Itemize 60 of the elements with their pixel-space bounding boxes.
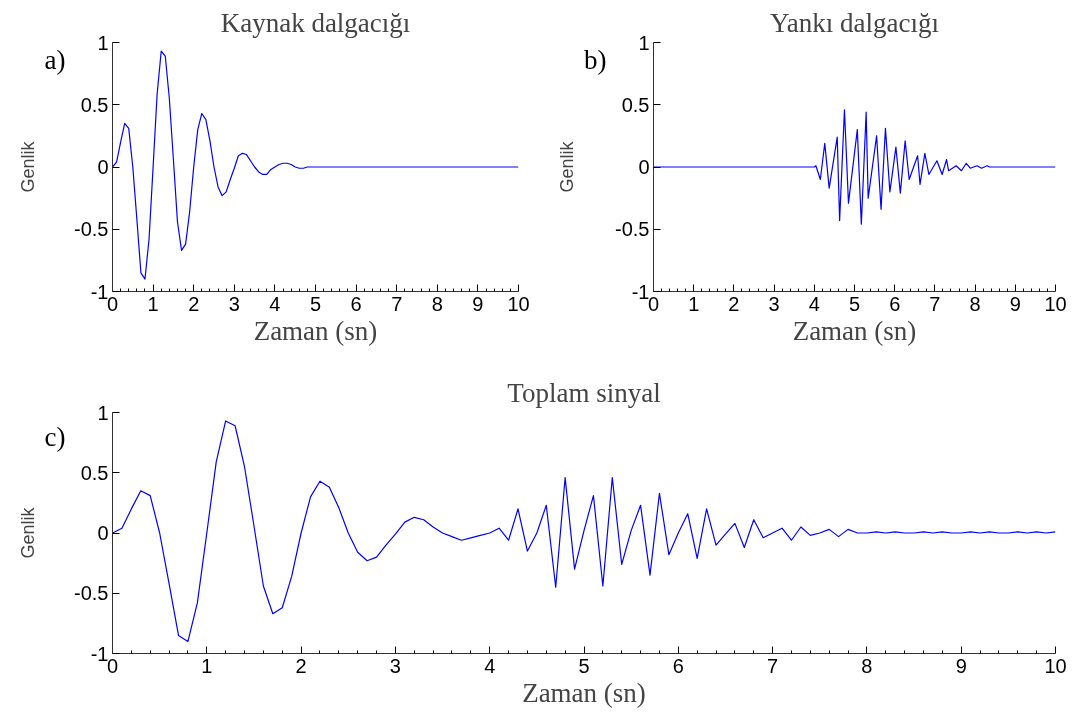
x-tick-label: 4: [269, 292, 281, 315]
chart-title: Kaynak dalgacığı: [220, 7, 411, 38]
x-tick-label: 4: [808, 292, 820, 315]
y-axis-title: Genlik: [557, 140, 578, 193]
x-tick-label: 7: [929, 292, 941, 315]
y-tick-label: -0.5: [74, 218, 109, 241]
chart-title: Yankı dalgacığı: [770, 7, 940, 38]
y-tick-label: 0: [638, 156, 650, 178]
line-series: [112, 420, 1056, 643]
x-tick-label: 2: [295, 654, 307, 677]
line-series: [653, 109, 1056, 225]
x-tick-label: 8: [969, 292, 981, 315]
y-tick-label: -0.5: [74, 582, 109, 605]
x-tick-label: 8: [431, 292, 443, 315]
y-axis-title: Genlik: [17, 140, 38, 193]
x-tick-label: 2: [188, 292, 200, 315]
y-tick-label: 1: [97, 401, 109, 424]
x-tick-label: 9: [472, 292, 484, 315]
x-tick-label: 9: [1009, 292, 1021, 315]
x-tick-label: 1: [688, 292, 700, 315]
x-tick-label: 10: [1044, 654, 1067, 677]
line-series: [112, 50, 519, 280]
y-tick-label: 0: [97, 156, 109, 178]
x-tick-label: 4: [484, 654, 496, 677]
y-tick-label: 0.5: [80, 461, 109, 484]
text: b): [584, 44, 607, 75]
y-tick-label: 1: [638, 31, 650, 54]
x-tick-label: 10: [507, 292, 530, 315]
x-tick-label: 5: [848, 292, 861, 315]
y-tick-label: 1: [97, 31, 109, 54]
x-tick-label: 6: [672, 654, 684, 677]
x-tick-label: 2: [728, 292, 740, 315]
x-axis-title: Zaman (sn): [792, 315, 917, 346]
x-tick-label: 5: [309, 292, 322, 315]
x-axis-title: Zaman (sn): [522, 677, 646, 708]
x-tick-label: 3: [389, 654, 401, 677]
y-tick-label: -0.5: [615, 218, 650, 241]
x-tick-label: 3: [228, 292, 240, 315]
y-axis-title: Genlik: [17, 506, 38, 559]
x-tick-label: 7: [391, 292, 403, 315]
x-tick-label: 8: [861, 654, 873, 677]
y-tick-label: -1: [90, 280, 109, 303]
y-tick-label: -1: [631, 280, 650, 303]
x-tick-label: 6: [889, 292, 901, 315]
x-axis-title: Zaman (sn): [253, 315, 378, 346]
x-tick-label: 3: [768, 292, 780, 315]
x-tick-label: 6: [350, 292, 362, 315]
x-tick-label: 10: [1044, 292, 1067, 315]
x-tick-label: 1: [201, 654, 213, 677]
y-tick-label: -1: [90, 642, 109, 665]
y-tick-label: 0.5: [80, 93, 109, 116]
y-tick-label: 0.5: [621, 93, 650, 116]
text: a): [44, 44, 66, 75]
x-tick-label: 1: [147, 292, 159, 315]
text: c): [44, 421, 66, 452]
x-tick-label: 5: [578, 654, 590, 677]
x-tick-label: 9: [955, 654, 967, 677]
y-tick-label: 0: [97, 522, 109, 544]
chart-title: Toplam sinyal: [507, 377, 661, 408]
x-tick-label: 7: [767, 654, 779, 677]
